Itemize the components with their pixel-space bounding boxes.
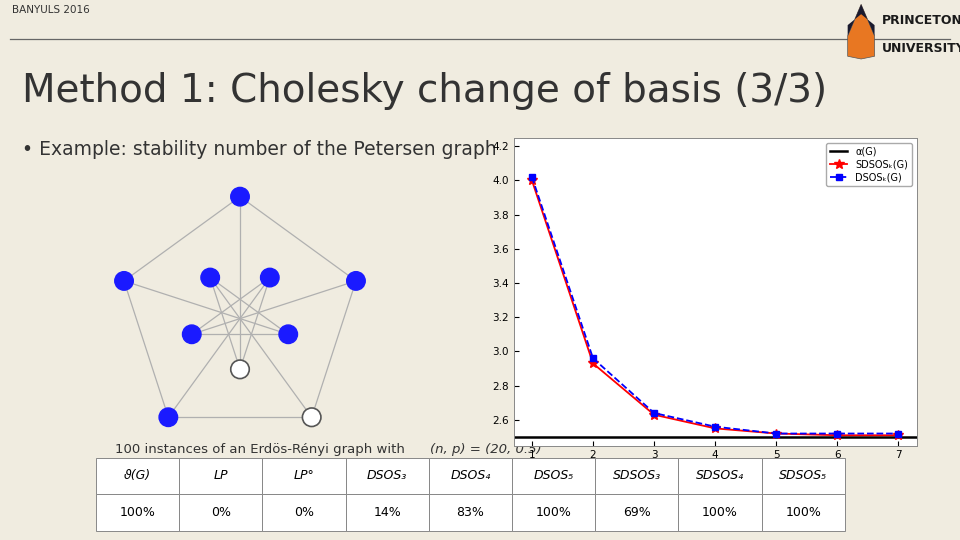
Line: DSOSₖ(G): DSOSₖ(G) xyxy=(529,174,901,437)
DSOSₖ(G) xyxy=(709,423,721,430)
DSOSₖ(G) xyxy=(831,430,843,437)
Circle shape xyxy=(182,325,201,343)
Text: 100 instances of an Erdös-Rényi graph with: 100 instances of an Erdös-Rényi graph wi… xyxy=(115,443,409,456)
α(G) xyxy=(465,434,476,440)
DSOSₖ(G) xyxy=(526,174,538,180)
DSOSₖ(G) xyxy=(893,430,904,437)
SDSOSₖ(G) xyxy=(831,432,843,438)
Circle shape xyxy=(201,268,220,287)
Text: (n, p) = (20, 0.5): (n, p) = (20, 0.5) xyxy=(430,443,541,456)
Legend: α(G), SDSOSₖ(G), DSOSₖ(G): α(G), SDSOSₖ(G), DSOSₖ(G) xyxy=(826,143,912,186)
SDSOSₖ(G) xyxy=(648,411,660,418)
Text: • Example: stability number of the Petersen graph: • Example: stability number of the Peter… xyxy=(22,140,496,159)
Text: PRINCETON: PRINCETON xyxy=(882,14,960,26)
SDSOSₖ(G) xyxy=(771,430,782,437)
Circle shape xyxy=(347,272,365,290)
Circle shape xyxy=(302,408,321,427)
SDSOSₖ(G) xyxy=(526,177,538,184)
DSOSₖ(G) xyxy=(771,430,782,437)
SDSOSₖ(G) xyxy=(709,425,721,431)
Circle shape xyxy=(230,360,250,379)
Circle shape xyxy=(260,268,279,287)
Text: BANYULS 2016: BANYULS 2016 xyxy=(12,5,89,15)
Polygon shape xyxy=(848,4,875,36)
Circle shape xyxy=(279,325,298,343)
Circle shape xyxy=(159,408,178,427)
SDSOSₖ(G) xyxy=(588,360,599,367)
Circle shape xyxy=(115,272,133,290)
Circle shape xyxy=(230,187,250,206)
Text: UNIVERSITY: UNIVERSITY xyxy=(882,42,960,55)
SDSOSₖ(G) xyxy=(893,432,904,438)
DSOSₖ(G) xyxy=(648,410,660,416)
α(G) xyxy=(526,434,538,440)
Text: Method 1: Cholesky change of basis (3/3): Method 1: Cholesky change of basis (3/3) xyxy=(22,72,828,110)
Line: SDSOSₖ(G): SDSOSₖ(G) xyxy=(527,176,903,440)
Polygon shape xyxy=(848,4,875,59)
DSOSₖ(G) xyxy=(588,355,599,362)
